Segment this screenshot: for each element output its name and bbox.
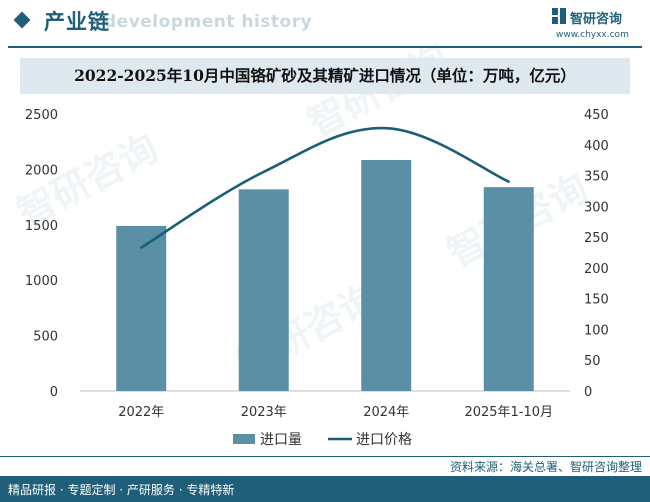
x-tick-label: 2023年: [241, 405, 287, 420]
right-tick-label: 200: [584, 262, 609, 277]
right-tick-label: 0: [584, 385, 592, 400]
brand-logo-icon: [552, 8, 566, 24]
right-tick-label: 300: [584, 200, 609, 215]
footer-band: 精品研报 · 专题定制 · 产研服务 · 专精特新: [0, 476, 650, 502]
left-tick-label: 2000: [25, 163, 58, 178]
left-tick-label: 0: [50, 385, 58, 400]
right-tick-label: 250: [584, 231, 609, 246]
legend: 进口量 进口价格: [233, 432, 412, 448]
header-divider: [8, 46, 642, 48]
bar-1: [116, 225, 167, 391]
header-ghost-subtitle: development history: [104, 12, 313, 32]
diamond-icon: [13, 11, 31, 29]
x-tick-label: 2024年: [363, 405, 409, 420]
brand-name: 智研咨询: [570, 12, 623, 27]
chart: 0 500 1000 1500 2000 2500 0 50 100 150 200 250 300 3…: [25, 108, 609, 448]
left-tick-label: 1000: [25, 274, 58, 289]
x-axis-labels: 2022年 2023年 2024年 2025年1-10月: [118, 405, 553, 420]
right-tick-label: 450: [584, 108, 609, 123]
right-tick-label: 350: [584, 170, 609, 185]
source-note: 资料来源：海关总署、智研咨询整理: [449, 460, 642, 474]
header: development history 产业链 智研咨询 www.chyxx.c…: [0, 0, 650, 48]
x-tick-label: 2022年: [118, 405, 164, 420]
brand: 智研咨询 www.chyxx.com: [552, 8, 644, 44]
right-tick-label: 400: [584, 139, 609, 154]
left-axis: 0 500 1000 1500 2000 2500: [25, 108, 58, 400]
legend-line-label: 进口价格: [356, 432, 412, 448]
legend-bar-label: 进口量: [260, 432, 302, 448]
legend-bar-swatch: [233, 434, 255, 444]
brand-url: www.chyxx.com: [556, 30, 629, 40]
chart-title-band: 2022-2025年10月中国铬矿砂及其精矿进口情况（单位：万吨，亿元）: [20, 58, 630, 94]
line-point-3: [385, 126, 388, 130]
right-axis: 0 50 100 150 200 250 300 350 400 450: [584, 108, 609, 400]
right-tick-label: 150: [584, 293, 609, 308]
footer-divider: [0, 456, 650, 457]
right-tick-label: 50: [584, 354, 601, 369]
left-tick-label: 1500: [25, 219, 58, 234]
chart-title: 2022-2025年10月中国铬矿砂及其精矿进口情况（单位：万吨，亿元）: [74, 66, 576, 85]
left-tick-label: 2500: [25, 108, 58, 123]
x-tick-label: 2025年1-10月: [464, 405, 553, 420]
line-point-2: [262, 170, 265, 174]
right-tick-label: 100: [584, 323, 609, 338]
bar-2: [238, 189, 289, 391]
left-tick-label: 500: [33, 330, 58, 345]
bar-series: [116, 159, 534, 391]
line-point-4: [507, 180, 510, 183]
footer-slogan: 精品研报 · 专题定制 · 产研服务 · 专精特新: [8, 483, 235, 497]
price-line: [140, 126, 510, 249]
bar-3: [361, 159, 412, 391]
bar-4: [483, 187, 534, 391]
line-point-1: [140, 246, 143, 249]
header-title: 产业链: [44, 10, 110, 34]
